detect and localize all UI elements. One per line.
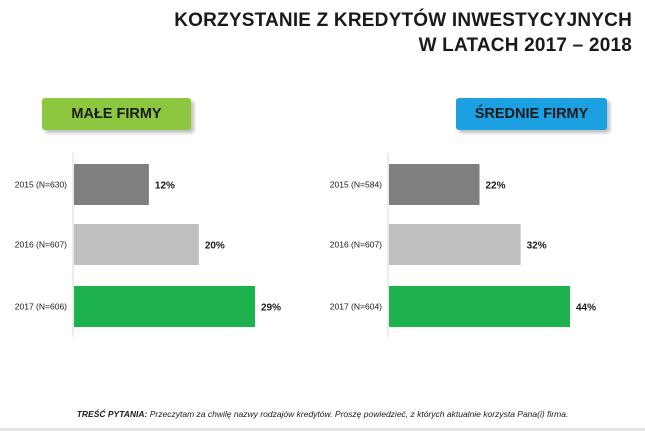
small-firms-bar-2015 (74, 164, 149, 205)
question-footnote: TREŚĆ PYTANIA: Przeczytam za chwilę nazw… (0, 409, 645, 419)
medium-firms-bar-2016 (389, 224, 521, 265)
question-label: TREŚĆ PYTANIA: (76, 409, 148, 419)
medium-firms-category-label-2017: 2017 (N=604) (330, 302, 382, 312)
chart-title: KORZYSTANIE Z KREDYTÓW INWESTYCYJNYCH W … (72, 8, 632, 58)
chart-title-line-1: KORZYSTANIE Z KREDYTÓW INWESTYCYJNYCH (174, 10, 632, 31)
medium-firms-value-label-2017: 44% (576, 303, 596, 314)
small-firms-value-label-2015: 12% (155, 181, 175, 192)
medium-firms-category-label-2016: 2016 (N=607) (330, 240, 382, 250)
footer-rule (0, 428, 645, 431)
small-firms-category-label-2016: 2016 (N=607) (15, 240, 67, 250)
small-firms-category-label-2017: 2017 (N=606) (15, 302, 67, 312)
medium-firms-category-label-2015: 2015 (N=584) (330, 180, 382, 190)
small-firms-value-label-2016: 20% (205, 241, 225, 252)
medium-firms-badge: ŚREDNIE FIRMY (456, 98, 607, 130)
small-firms-bar-2016 (74, 224, 199, 265)
medium-firms-value-label-2016: 32% (527, 241, 547, 252)
bar-charts: 2015 (N=630) 12% 2016 (N=607) 20% 2017 (N=60… (15, 153, 596, 337)
small-firms-badge: MAŁE FIRMY (42, 98, 191, 130)
medium-firms-bar-2017 (389, 286, 570, 327)
small-firms-category-label-2015: 2015 (N=630) (15, 180, 67, 190)
medium-firms-bar-2015 (389, 164, 480, 205)
question-text: Przeczytam za chwilę nazwy rodzajów kred… (149, 409, 569, 419)
small-firms-bar-2017 (74, 286, 255, 327)
small-firms-value-label-2017: 29% (261, 303, 281, 314)
medium-firms-value-label-2015: 22% (486, 181, 506, 192)
chart-title-line-2: W LATACH 2017 – 2018 (418, 35, 632, 56)
